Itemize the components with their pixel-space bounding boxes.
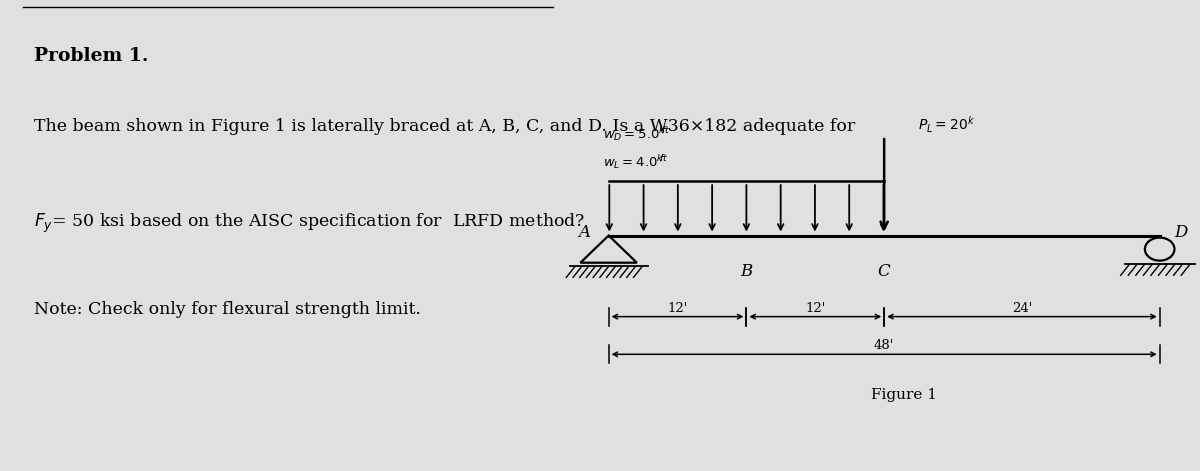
Text: B: B xyxy=(740,263,752,280)
Text: $F_y$= 50 ksi based on the AISC specification for  LRFD method?: $F_y$= 50 ksi based on the AISC specific… xyxy=(34,212,586,235)
Text: C: C xyxy=(877,263,890,280)
Text: Problem 1.: Problem 1. xyxy=(34,47,149,65)
Text: Figure 1: Figure 1 xyxy=(871,388,937,402)
Text: $w_D = 5.0^{k\!\!/\!\!ft}$: $w_D = 5.0^{k\!\!/\!\!ft}$ xyxy=(604,125,671,143)
Text: 48': 48' xyxy=(874,339,894,352)
Text: 12': 12' xyxy=(805,301,826,315)
Text: $P_L = 20^k$: $P_L = 20^k$ xyxy=(918,114,974,135)
Text: A: A xyxy=(578,224,590,241)
Text: 24': 24' xyxy=(1012,301,1032,315)
Text: Note: Check only for flexural strength limit.: Note: Check only for flexural strength l… xyxy=(34,301,421,318)
Text: 12': 12' xyxy=(667,301,688,315)
Text: $w_L = 4.0^{k\!\!/\!\!ft}$: $w_L = 4.0^{k\!\!/\!\!ft}$ xyxy=(604,153,668,171)
Text: The beam shown in Figure 1 is laterally braced at A, B, C, and D. Is a W36×182 a: The beam shown in Figure 1 is laterally … xyxy=(34,118,856,135)
Text: D: D xyxy=(1175,224,1188,241)
